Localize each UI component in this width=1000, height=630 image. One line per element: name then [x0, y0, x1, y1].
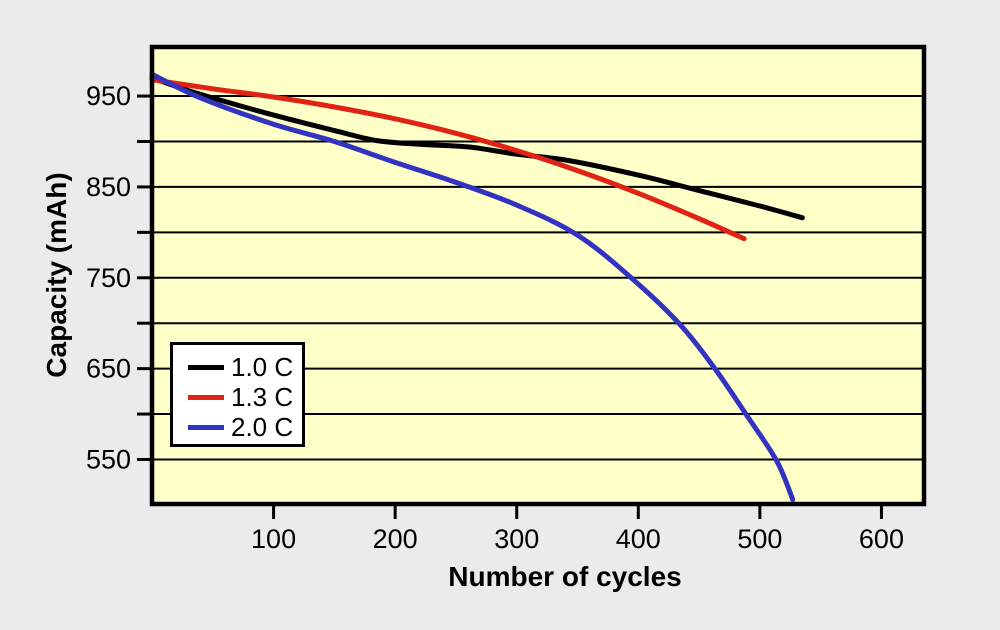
legend-label: 1.3 C	[231, 382, 294, 412]
x-tick-label: 300	[494, 524, 539, 554]
x-tick-label: 200	[373, 524, 418, 554]
legend-label: 1.0 C	[231, 352, 294, 382]
x-tick-label: 600	[859, 524, 904, 554]
series-line-1.0c	[149, 75, 805, 221]
y-tick-label: 750	[86, 263, 131, 293]
line-swatch-red-icon	[188, 394, 224, 400]
line-swatch-black-icon	[188, 364, 224, 370]
y-tick-label: 650	[86, 354, 131, 384]
legend-item: 2.0 C	[188, 412, 302, 442]
legend-item: 1.0 C	[188, 352, 302, 382]
x-axis-title: Number of cycles	[448, 561, 682, 592]
x-tick-label: 400	[616, 524, 661, 554]
y-tick-label: 950	[86, 81, 131, 111]
plot-border	[149, 44, 927, 507]
x-tick-label: 100	[251, 524, 296, 554]
y-tick-label: 850	[86, 172, 131, 202]
series-line-2.0c	[149, 71, 796, 502]
line-swatch-blue-icon	[188, 424, 224, 430]
legend-item: 1.3 C	[188, 382, 302, 412]
y-tick-label: 550	[86, 444, 131, 474]
legend: 1.0 C 1.3 C 2.0 C	[170, 342, 305, 447]
y-axis-title: Capacity (mAh)	[41, 172, 72, 378]
series-line-1.3c	[149, 77, 747, 242]
legend-label: 2.0 C	[231, 412, 294, 442]
x-tick-label: 500	[737, 524, 782, 554]
